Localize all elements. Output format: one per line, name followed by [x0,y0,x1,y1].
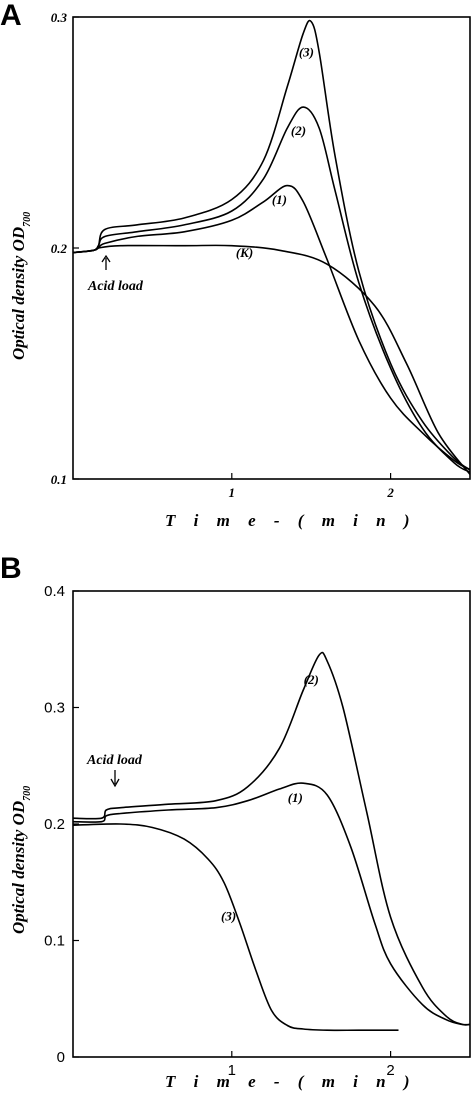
y-tick-label: 0.1 [44,933,65,950]
y-tick-label: 0.3 [44,700,65,717]
series-line-2 [72,106,471,473]
series-label-2: (2) [291,123,306,138]
y-tick-label: 0.2 [44,816,65,833]
series-label-k: (K) [236,245,253,260]
series-line-2 [72,651,471,1026]
panel-b-letter: B [0,552,22,585]
panel-a-ticks: 0.1 0.2 0.3 1 2 [51,10,395,500]
series-line-3 [72,823,399,1032]
panel-a-acid-load-arrow [101,254,111,270]
panel-a-letter: A [0,0,22,32]
series-label-3: (3) [221,909,236,924]
x-tick-label: 2 [386,485,394,500]
series-line-1 [72,782,471,1026]
svg-text:Optical density OD700: Optical density OD700 [9,212,33,360]
y-tick-label: 0.4 [44,583,65,600]
panel-b-x-axis-label: T i m e - ( m i n ) [165,1072,417,1091]
panel-a-x-axis-label: T i m e - ( m i n ) [165,511,417,530]
series-label-1: (1) [288,790,303,805]
x-tick-label: 1 [229,485,236,500]
panel-b-acid-load-label: Acid load [86,753,143,768]
panel-b-curves [72,651,471,1032]
y-tick-label: 0.1 [51,472,67,487]
series-line-3 [72,19,471,471]
panel-b-y-axis-label: Optical density OD700 [9,786,33,934]
panel-a-y-axis-label: Optical density OD700 [9,212,33,360]
x-tick-label: 2 [386,1062,394,1079]
panel-a-acid-load-label: Acid load [87,279,144,294]
y-tick-label: 0 [57,1049,65,1066]
panel-a-curves [72,19,471,475]
series-label-3: (3) [299,44,314,59]
series-line-k [72,244,471,475]
panel-b-ticks: 0 0.1 0.2 0.3 0.4 1 2 [44,583,395,1079]
x-tick-label: 1 [228,1062,236,1079]
series-label-2: (2) [304,672,319,687]
series-line-1 [72,184,471,471]
y-tick-label: 0.3 [51,10,68,25]
svg-text:Optical density OD700: Optical density OD700 [9,786,33,934]
series-label-1: (1) [272,192,287,207]
panel-b-acid-load-arrow [110,770,120,788]
y-tick-label: 0.2 [51,241,68,256]
panel-a-curve-labels: (3) (2) (1) (K) [236,44,314,260]
panel-b-curve-labels: (2) (1) (3) [221,672,319,923]
